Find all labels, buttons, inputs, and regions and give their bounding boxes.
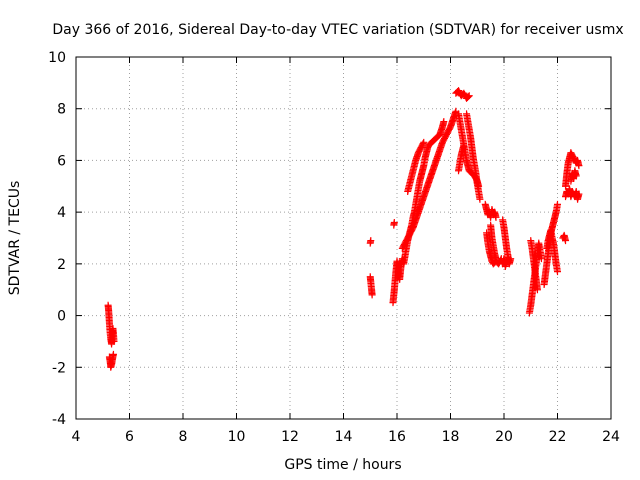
- x-tick-label: 16: [388, 429, 406, 445]
- data-point: [507, 255, 515, 263]
- y-tick-label: 8: [57, 102, 66, 118]
- data-point: [572, 172, 580, 180]
- x-axis-ticks: 4 6 8 10 12 14 16 18 20 22 24: [72, 57, 620, 445]
- data-point: [460, 141, 468, 149]
- data-point: [440, 118, 448, 126]
- data-point: [554, 200, 561, 208]
- x-tick-label: 20: [495, 429, 513, 445]
- data-point: [554, 268, 561, 276]
- x-tick-label: 4: [72, 429, 81, 445]
- data-point: [419, 140, 427, 148]
- x-tick-label: 18: [442, 429, 460, 445]
- y-tick-label: 10: [48, 50, 66, 66]
- data-point: [537, 255, 545, 263]
- x-tick-label: 6: [125, 429, 134, 445]
- y-tick-label: 0: [57, 309, 66, 325]
- data-points: [104, 87, 583, 371]
- x-tick-label: 12: [281, 429, 299, 445]
- y-tick-label: 4: [57, 205, 66, 221]
- x-tick-label: 14: [335, 429, 353, 445]
- data-point: [420, 138, 428, 146]
- data-point: [575, 190, 583, 198]
- data-point: [368, 291, 376, 299]
- x-tick-label: 22: [549, 429, 567, 445]
- y-tick-label: 6: [57, 153, 66, 169]
- data-point: [503, 257, 511, 265]
- y-tick-label: -4: [52, 412, 66, 428]
- data-point: [465, 92, 473, 100]
- x-tick-label: 8: [179, 429, 188, 445]
- x-tick-label: 10: [228, 429, 246, 445]
- data-point: [390, 218, 398, 226]
- y-axis-ticks: -4 -2 0 2 4 6 8 10: [48, 50, 611, 428]
- x-tick-label: 24: [602, 429, 620, 445]
- data-point: [109, 350, 117, 358]
- data-point: [110, 337, 118, 345]
- chart-title: Day 366 of 2016, Sidereal Day-to-day VTE…: [52, 22, 623, 38]
- data-point: [492, 255, 500, 263]
- y-axis-label: SDTVAR / TECUs: [7, 181, 23, 296]
- data-point: [367, 237, 375, 245]
- y-tick-label: -2: [52, 360, 66, 376]
- data-point: [464, 93, 472, 101]
- data-point: [562, 237, 570, 245]
- y-tick-label: 2: [57, 257, 66, 273]
- x-axis-label: GPS time / hours: [284, 457, 401, 473]
- data-point: [476, 195, 484, 203]
- data-point: [533, 286, 541, 294]
- plot-frame: [75, 56, 612, 420]
- data-point: [492, 213, 500, 221]
- data-point: [575, 162, 583, 170]
